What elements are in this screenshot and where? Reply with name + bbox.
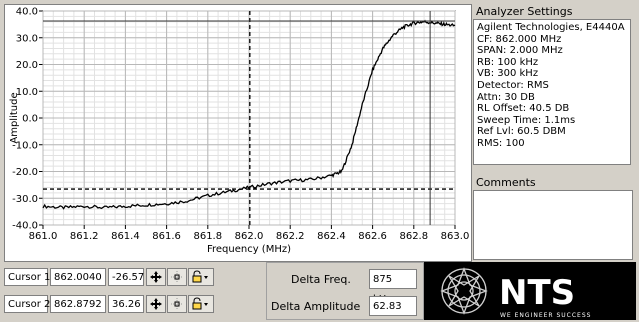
settings-line: RB: 100 kHz [477, 56, 539, 68]
settings-line: SPAN: 2.000 MHz [477, 45, 563, 57]
x-tick-label: 862.8 [399, 231, 428, 242]
settings-line: RL Offset: 40.5 DB [477, 103, 570, 115]
x-tick-label: 863.0 [441, 231, 470, 242]
lock-icon[interactable] [188, 295, 214, 313]
delta-area: Delta Freq. 875 kHz Delta Amplitude 62.8… [266, 262, 424, 320]
settings-line: Attn: 30 DB [477, 91, 535, 103]
starburst-icon [440, 267, 488, 315]
x-tick-label: 862.2 [276, 231, 305, 242]
y-tick-label: -10.0 [12, 140, 38, 151]
y-tick-label: 40.0 [16, 7, 38, 18]
y-tick-label: 20.0 [16, 60, 38, 71]
delta-amplitude-value: 62.83 [369, 296, 417, 316]
cursor-1-row: Cursor 1 862.0040 -26.57 [4, 266, 215, 288]
x-axis-label: Frequency (MHz) [207, 244, 291, 255]
cursor-1-x-field[interactable]: 862.0040 [50, 268, 106, 286]
settings-line: VB: 300 kHz [477, 68, 539, 80]
move-cursor-icon[interactable] [146, 295, 166, 313]
analyzer-settings-title: Analyzer Settings [476, 5, 573, 18]
settings-line: Detector: RMS [477, 79, 549, 91]
cursor-2-y-field[interactable]: 36.26 [108, 295, 144, 313]
y-tick-label: -40.0 [12, 221, 38, 232]
delta-freq-value: 875 kHz [369, 269, 417, 305]
spectrum-trace [42, 19, 456, 210]
y-tick-label: -20.0 [12, 167, 38, 178]
x-tick-label: 861.4 [111, 231, 140, 242]
y-tick-label: -30.0 [12, 194, 38, 205]
right-panel: Analyzer Settings Agilent Technologies, … [472, 4, 636, 260]
x-tick-label: 861.6 [152, 231, 181, 242]
x-tick-label: 861.0 [29, 231, 58, 242]
y-tick-label: 30.0 [16, 33, 38, 44]
comments-box[interactable] [473, 190, 633, 260]
analyzer-settings-box: Agilent Technologies, E4440A CF: 862.000… [473, 19, 631, 165]
spectrum-chart: 40.0 30.0 20.0 10.0 0.0 -10.0 -20.0 -30.0 -40.0 8… [4, 4, 472, 262]
x-tick-label: 862.4 [317, 231, 346, 242]
cursor-1-y-field[interactable]: -26.57 [108, 268, 144, 286]
nts-logo-text: NTS [499, 273, 575, 313]
nts-logo-area: NTS WE ENGINEER SUCCESS [424, 262, 636, 320]
y-tick-label: 10.0 [16, 87, 38, 98]
lock-icon[interactable] [188, 268, 214, 286]
settings-line: CF: 862.000 MHz [477, 33, 562, 45]
bottom-bar: Cursor 1 862.0040 -26.57 Cursor 2 862.87… [4, 262, 636, 320]
cursor-2-x-field[interactable]: 862.8792 [50, 295, 106, 313]
settings-line: Agilent Technologies, E4440A [477, 22, 625, 33]
move-cursor-icon[interactable] [146, 268, 166, 286]
x-tick-label: 862.0 [235, 231, 264, 242]
settings-line: Sweep Time: 1.1ms [477, 114, 576, 126]
x-tick-label: 862.6 [358, 231, 387, 242]
nts-tagline: WE ENGINEER SUCCESS [500, 312, 591, 319]
crosshair-icon[interactable] [167, 295, 187, 313]
settings-line: RMS: 100 [477, 137, 525, 149]
crosshair-icon[interactable] [167, 268, 187, 286]
x-tick-label: 861.8 [193, 231, 222, 242]
cursor-1-label: Cursor 1 [4, 268, 50, 286]
cursor-2-label: Cursor 2 [4, 295, 50, 313]
cursor-2-row: Cursor 2 862.8792 36.26 [4, 293, 215, 315]
chart-svg: 40.030.020.010.00.0-10.0-20.0-30.0-40.08… [9, 7, 470, 256]
y-axis-label: Amplitude [9, 92, 20, 143]
settings-line: Ref Lvl: 60.5 DBM [477, 126, 566, 138]
delta-freq-label: Delta Freq. [291, 273, 351, 286]
x-tick-label: 861.2 [70, 231, 99, 242]
nts-logo: NTS WE ENGINEER SUCCESS [440, 267, 591, 319]
delta-amplitude-label: Delta Amplitude [271, 300, 361, 313]
y-tick-label: 0.0 [22, 114, 38, 125]
comments-title: Comments [476, 176, 536, 189]
